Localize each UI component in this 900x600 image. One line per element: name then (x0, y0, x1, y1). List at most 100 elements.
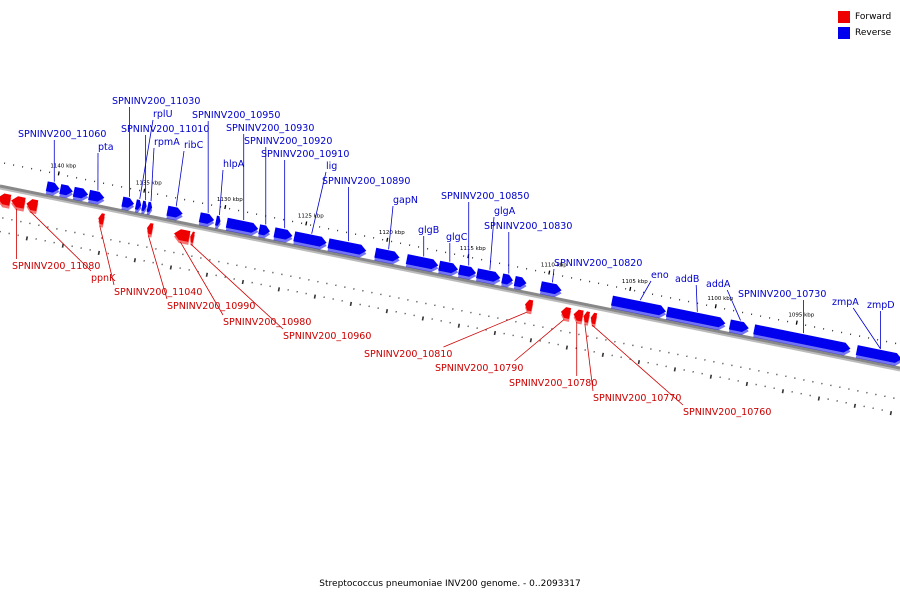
legend-reverse: Reverse (838, 25, 891, 41)
ruler-tick (143, 188, 146, 193)
reverse-gene-arrow[interactable] (501, 273, 513, 288)
forward-gene-arrow-body (583, 311, 591, 323)
reverse-gene-arrow[interactable] (327, 238, 367, 258)
reverse-gene-arrow[interactable] (665, 306, 726, 331)
leader-line-top (175, 150, 185, 207)
gene-label-top: SPNINV200_10850 (441, 191, 529, 202)
reverse-gene-arrow-body (438, 260, 459, 274)
reverse-gene-arrow-body (728, 319, 749, 332)
forward-gene-arrow-body (11, 196, 26, 209)
gene-label-bottom: SPNINV200_10770 (593, 393, 681, 404)
forward-gene-arrow[interactable] (11, 196, 26, 212)
reverse-gene-arrow[interactable] (72, 186, 89, 202)
reverse-gene-arrow[interactable] (475, 268, 501, 285)
minor-tick (493, 330, 497, 336)
forward-gene-arrow[interactable] (0, 193, 12, 209)
reverse-gene-arrow-body (374, 247, 400, 262)
gene-label-top: addB (675, 274, 699, 285)
reverse-gene-arrow-body (293, 231, 327, 247)
reverse-gene-arrow-body (753, 324, 851, 353)
leader-line-top (489, 216, 495, 270)
legend: Forward Reverse (838, 9, 891, 41)
reverse-gene-arrow[interactable] (513, 276, 527, 291)
reverse-gene-arrow[interactable] (728, 319, 749, 335)
leader-line-top (552, 268, 555, 283)
reverse-gene-arrow[interactable] (855, 345, 900, 366)
forward-gene-arrow-body (561, 307, 572, 319)
gene-label-top: SPNINV200_10910 (261, 149, 349, 160)
forward-gene-arrow-body (174, 229, 191, 242)
reverse-gene-arrow[interactable] (88, 189, 105, 205)
ruler-tick-label: 1110 kbp (541, 263, 567, 269)
reverse-gene-arrow[interactable] (146, 201, 153, 216)
reverse-gene-arrow-body (134, 199, 142, 210)
minor-tick (241, 279, 245, 285)
reverse-gene-arrow[interactable] (457, 264, 477, 280)
reverse-gene-arrow-body (327, 238, 367, 255)
gene-label-top: SPNINV200_11030 (112, 96, 200, 107)
forward-gene-arrow-body (0, 193, 12, 206)
gene-label-top: addA (706, 279, 731, 290)
gene-label-top: hlpA (223, 159, 245, 170)
reverse-gene-arrow-body (610, 295, 666, 316)
reverse-gene-arrow[interactable] (273, 227, 293, 243)
forward-gene-arrow[interactable] (174, 229, 191, 245)
legend-forward: Forward (838, 9, 891, 25)
leader-line-top (726, 289, 741, 321)
reverse-gene-arrow[interactable] (141, 200, 147, 214)
reverse-gene-arrow[interactable] (610, 295, 666, 319)
minor-tick (133, 258, 137, 263)
reverse-gene-arrow-body (59, 184, 73, 196)
forward-gene-arrow[interactable] (98, 213, 105, 228)
reverse-gene-arrow-body (166, 205, 183, 218)
legend-reverse-label: Reverse (855, 28, 892, 38)
forward-gene-arrow[interactable] (573, 309, 584, 325)
minor-tick (205, 272, 209, 277)
reverse-gene-arrow-body (258, 224, 270, 236)
reverse-gene-arrow[interactable] (539, 281, 562, 298)
reverse-gene-arrow[interactable] (258, 224, 270, 239)
reverse-gene-arrow[interactable] (214, 215, 221, 229)
leader-line-top (388, 205, 394, 250)
leader-line-top (695, 284, 698, 312)
reverse-gene-arrow[interactable] (121, 196, 135, 211)
reverse-gene-arrow[interactable] (225, 217, 259, 236)
forward-gene-arrow[interactable] (525, 299, 534, 315)
forward-gene-arrow[interactable] (26, 199, 39, 215)
reverse-gene-arrow[interactable] (405, 254, 439, 273)
reverse-gene-arrow[interactable] (438, 260, 459, 277)
gene-label-bottom: SPNINV200_10980 (223, 317, 311, 328)
gene-label-bottom: ppnK (91, 273, 116, 284)
reverse-gene-arrow[interactable] (45, 181, 60, 196)
reverse-gene-arrow[interactable] (753, 324, 851, 356)
gene-label-top: SPNINV200_10950 (192, 110, 280, 121)
ruler-tick-label: 1120 kbp (379, 230, 405, 236)
reverse-gene-arrow-body (72, 186, 89, 199)
reverse-gene-arrow[interactable] (374, 247, 400, 265)
ruler-tick-label: 1125 kbp (298, 213, 324, 219)
reverse-gene-arrow-body (513, 276, 527, 288)
minor-tick (529, 338, 533, 343)
leader-line-bottom (179, 241, 224, 316)
reverse-gene-arrow[interactable] (293, 231, 327, 250)
minor-tick (781, 389, 785, 394)
leader-line-top (139, 119, 154, 200)
reverse-gene-arrow[interactable] (166, 205, 183, 221)
ruler-ticks: 1140 kbp 1135 kbp 1130 kbp 1125 kbp 1120 kbp… (0, 162, 897, 416)
gene-label-top: eno (651, 270, 669, 281)
reverse-gene-arrow[interactable] (59, 184, 73, 199)
gene-label-top: ribC (184, 140, 204, 151)
genome-backbone (0, 184, 900, 372)
forward-gene-arrow[interactable] (583, 311, 591, 326)
reverse-gene-arrow[interactable] (198, 212, 215, 227)
reverse-gene-arrow[interactable] (134, 199, 142, 213)
forward-gene-arrow[interactable] (590, 312, 598, 328)
reverse-gene-arrow-body (146, 201, 153, 213)
forward-gene-arrow[interactable] (147, 223, 154, 238)
leader-line-bottom (514, 319, 565, 362)
leader-line-bottom (147, 235, 168, 300)
forward-gene-arrow[interactable] (190, 231, 195, 246)
gene-label-top: glgA (494, 206, 516, 217)
forward-gene-arrow[interactable] (561, 307, 572, 322)
forward-gene-arrow-body (590, 312, 598, 325)
